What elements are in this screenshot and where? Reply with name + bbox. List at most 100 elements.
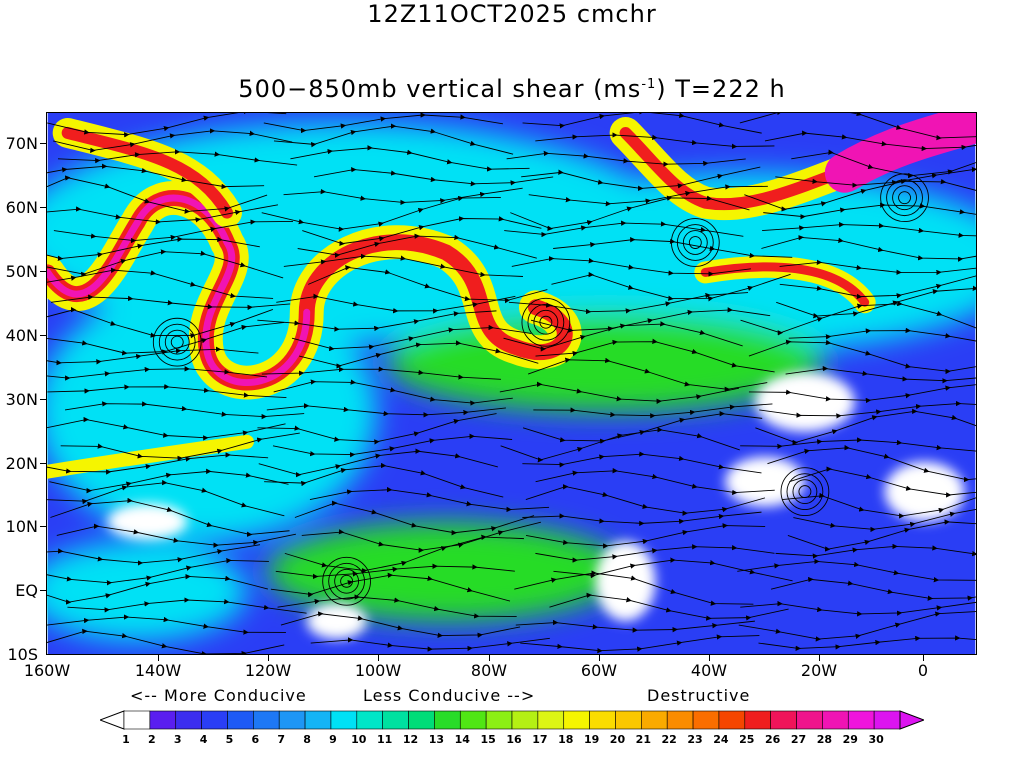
colorbar-label: 26 <box>765 733 781 746</box>
lon-tick <box>819 655 820 661</box>
streamline <box>758 635 976 651</box>
colorbar-label: 4 <box>199 733 208 746</box>
streamline-eddy <box>322 556 371 606</box>
streamline <box>525 523 766 549</box>
streamline <box>525 484 766 516</box>
lat-label: 50N <box>5 262 38 281</box>
lat-tick <box>40 207 46 208</box>
streamline-eddy <box>886 179 923 217</box>
lon-label: 0 <box>917 661 929 680</box>
streamline-eddy <box>164 329 190 355</box>
lat-label: EQ <box>15 581 38 600</box>
lon-tick <box>923 655 924 661</box>
colorbar-label: 15 <box>480 733 496 746</box>
colorbar-swatch <box>382 710 409 730</box>
streamline <box>764 130 976 152</box>
colorbar-label: 18 <box>558 733 574 746</box>
lon-label: 60W <box>580 661 618 680</box>
colorbar-swatch <box>589 710 616 730</box>
colorbar-label: 20 <box>609 733 626 746</box>
colorbar-label: 25 <box>739 733 755 746</box>
streamline <box>273 123 514 155</box>
lat-label: 40N <box>5 326 38 345</box>
colorbar-label: 17 <box>532 733 548 746</box>
lat-label: 70N <box>5 134 38 153</box>
streamline <box>280 611 521 639</box>
lat-tick <box>40 590 46 591</box>
streamline <box>47 452 269 475</box>
streamline <box>748 384 976 404</box>
streamline-eddy <box>533 309 559 335</box>
lon-tick <box>489 655 490 661</box>
streamline-eddy <box>898 191 911 205</box>
streamline <box>47 628 285 654</box>
streamline <box>261 366 501 380</box>
streamline <box>270 572 511 602</box>
lat-tick <box>40 143 46 144</box>
streamline-eddy <box>670 218 720 267</box>
clear-area-6 <box>306 603 367 640</box>
colorbar-swatch <box>356 710 383 730</box>
colorbar-min-arrow <box>100 710 125 730</box>
colorbar-swatch <box>822 710 849 730</box>
colorbar-label: 29 <box>842 733 858 746</box>
streamline-eddy <box>334 568 360 594</box>
streamline <box>788 327 976 346</box>
streamline-eddy <box>880 173 929 223</box>
colorbar-label: 21 <box>635 733 651 746</box>
streamline-eddy <box>328 562 365 600</box>
colorbar-swatch <box>796 710 823 730</box>
lat-label: 20N <box>5 454 38 473</box>
colorbar-swatch <box>873 710 901 730</box>
streamline <box>535 132 775 150</box>
clear-area-2 <box>725 456 805 507</box>
streamline <box>770 576 976 601</box>
colorbar <box>100 710 924 730</box>
streamline <box>64 401 305 420</box>
streamline <box>789 466 976 498</box>
title-line-2: 500−850mb vertical shear (ms-1) T=222 h <box>238 75 786 103</box>
lat-label: 30N <box>5 390 38 409</box>
colorbar-label: 13 <box>428 733 445 746</box>
streamline <box>276 293 516 314</box>
lat-label: 10N <box>5 517 38 536</box>
streamline <box>47 383 287 398</box>
streamline-eddy <box>786 473 824 510</box>
streamline <box>310 637 550 652</box>
streamline <box>50 294 291 311</box>
streamline <box>52 128 293 154</box>
streamline <box>263 113 504 134</box>
streamline <box>506 150 746 167</box>
streamline-eddy <box>539 315 553 329</box>
colorbar-label: 9 <box>329 733 337 746</box>
streamline-eddy <box>892 185 917 211</box>
colorbar-swatch <box>304 710 332 730</box>
title-line-1: 12Z11OCT2025 cmchr <box>367 0 657 28</box>
colorbar-label: 1 <box>122 733 130 746</box>
streamline <box>258 448 498 478</box>
streamline <box>294 500 535 536</box>
colorbar-swatch <box>718 710 746 730</box>
legend-more-conducive: <-- More Conducive <box>130 686 307 705</box>
colorbar-swatch <box>615 710 642 730</box>
streamline <box>549 592 789 621</box>
colorbar-swatch <box>459 710 487 730</box>
streamline <box>520 634 760 654</box>
legend-less-conducive: Less Conducive --> <box>363 686 536 705</box>
lon-tick <box>268 655 269 661</box>
colorbar-swatch <box>641 710 668 730</box>
colorbar-swatch <box>149 710 177 730</box>
colorbar-swatch <box>175 710 202 730</box>
lon-label: 80W <box>470 661 508 680</box>
lon-label: 20W <box>800 661 838 680</box>
streamline <box>313 167 554 187</box>
colorbar-label: 28 <box>816 733 833 746</box>
streamline <box>47 573 269 605</box>
streamline <box>56 523 296 548</box>
lat-label: 10S <box>7 645 38 664</box>
colorbar-swatch <box>408 710 435 730</box>
colorbar-swatch <box>278 710 306 730</box>
streamline <box>775 543 976 559</box>
lon-tick <box>158 655 159 661</box>
streamline <box>761 235 976 262</box>
